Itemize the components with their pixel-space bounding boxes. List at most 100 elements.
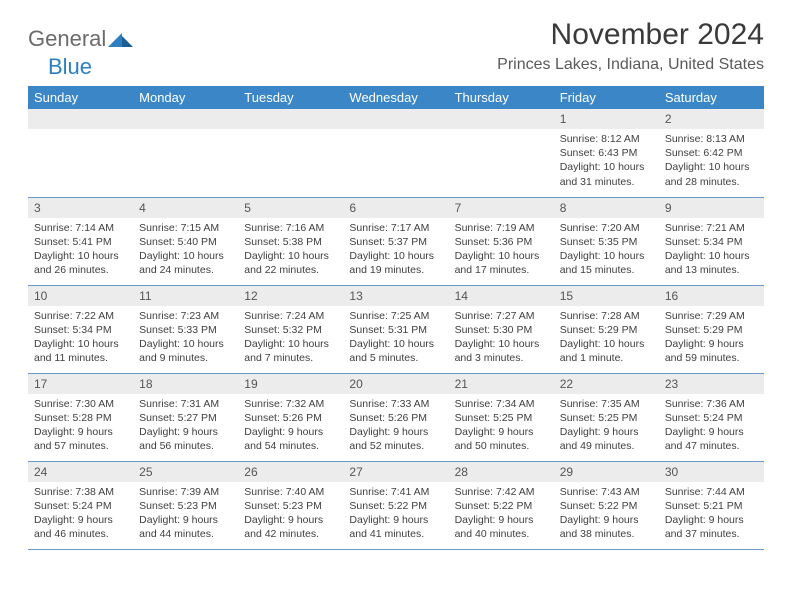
day-number: 11 xyxy=(133,286,238,306)
day-details: Sunrise: 7:14 AMSunset: 5:41 PMDaylight:… xyxy=(28,218,133,282)
day-details: Sunrise: 7:36 AMSunset: 5:24 PMDaylight:… xyxy=(659,394,764,458)
day-number: 30 xyxy=(659,462,764,482)
day-number: 27 xyxy=(343,462,448,482)
day-number: 3 xyxy=(28,198,133,218)
calendar-empty-cell xyxy=(449,109,554,197)
day-details: Sunrise: 7:27 AMSunset: 5:30 PMDaylight:… xyxy=(449,306,554,370)
calendar-week-row: 1Sunrise: 8:12 AMSunset: 6:43 PMDaylight… xyxy=(28,109,764,197)
calendar-day-cell: 17Sunrise: 7:30 AMSunset: 5:28 PMDayligh… xyxy=(28,373,133,461)
calendar-day-cell: 7Sunrise: 7:19 AMSunset: 5:36 PMDaylight… xyxy=(449,197,554,285)
weekday-header: Monday xyxy=(133,86,238,109)
day-details: Sunrise: 7:41 AMSunset: 5:22 PMDaylight:… xyxy=(343,482,448,546)
day-number: 14 xyxy=(449,286,554,306)
calendar-week-row: 17Sunrise: 7:30 AMSunset: 5:28 PMDayligh… xyxy=(28,373,764,461)
day-number: 1 xyxy=(554,109,659,129)
day-number: 28 xyxy=(449,462,554,482)
day-number: 9 xyxy=(659,198,764,218)
day-number: 20 xyxy=(343,374,448,394)
calendar-empty-cell xyxy=(28,109,133,197)
calendar-day-cell: 10Sunrise: 7:22 AMSunset: 5:34 PMDayligh… xyxy=(28,285,133,373)
day-number: 26 xyxy=(238,462,343,482)
calendar-day-cell: 2Sunrise: 8:13 AMSunset: 6:42 PMDaylight… xyxy=(659,109,764,197)
day-number: 24 xyxy=(28,462,133,482)
day-number: 6 xyxy=(343,198,448,218)
calendar-day-cell: 28Sunrise: 7:42 AMSunset: 5:22 PMDayligh… xyxy=(449,461,554,549)
calendar-week-row: 3Sunrise: 7:14 AMSunset: 5:41 PMDaylight… xyxy=(28,197,764,285)
day-details: Sunrise: 7:19 AMSunset: 5:36 PMDaylight:… xyxy=(449,218,554,282)
calendar-day-cell: 6Sunrise: 7:17 AMSunset: 5:37 PMDaylight… xyxy=(343,197,448,285)
day-number: 12 xyxy=(238,286,343,306)
day-details: Sunrise: 7:17 AMSunset: 5:37 PMDaylight:… xyxy=(343,218,448,282)
day-details xyxy=(343,129,448,136)
calendar-day-cell: 21Sunrise: 7:34 AMSunset: 5:25 PMDayligh… xyxy=(449,373,554,461)
calendar-week-row: 24Sunrise: 7:38 AMSunset: 5:24 PMDayligh… xyxy=(28,461,764,549)
weekday-header: Sunday xyxy=(28,86,133,109)
calendar-body: 1Sunrise: 8:12 AMSunset: 6:43 PMDaylight… xyxy=(28,109,764,549)
day-number: 21 xyxy=(449,374,554,394)
day-details: Sunrise: 7:16 AMSunset: 5:38 PMDaylight:… xyxy=(238,218,343,282)
day-details: Sunrise: 7:34 AMSunset: 5:25 PMDaylight:… xyxy=(449,394,554,458)
month-title: November 2024 xyxy=(497,18,764,52)
day-details: Sunrise: 7:25 AMSunset: 5:31 PMDaylight:… xyxy=(343,306,448,370)
day-details: Sunrise: 7:32 AMSunset: 5:26 PMDaylight:… xyxy=(238,394,343,458)
calendar-day-cell: 29Sunrise: 7:43 AMSunset: 5:22 PMDayligh… xyxy=(554,461,659,549)
day-details: Sunrise: 7:24 AMSunset: 5:32 PMDaylight:… xyxy=(238,306,343,370)
day-details: Sunrise: 7:31 AMSunset: 5:27 PMDaylight:… xyxy=(133,394,238,458)
day-details: Sunrise: 7:30 AMSunset: 5:28 PMDaylight:… xyxy=(28,394,133,458)
day-number: 22 xyxy=(554,374,659,394)
weekday-header-row: SundayMondayTuesdayWednesdayThursdayFrid… xyxy=(28,86,764,109)
calendar-day-cell: 18Sunrise: 7:31 AMSunset: 5:27 PMDayligh… xyxy=(133,373,238,461)
day-number: 18 xyxy=(133,374,238,394)
calendar-day-cell: 23Sunrise: 7:36 AMSunset: 5:24 PMDayligh… xyxy=(659,373,764,461)
calendar-day-cell: 13Sunrise: 7:25 AMSunset: 5:31 PMDayligh… xyxy=(343,285,448,373)
calendar-day-cell: 1Sunrise: 8:12 AMSunset: 6:43 PMDaylight… xyxy=(554,109,659,197)
day-number: 7 xyxy=(449,198,554,218)
calendar-day-cell: 27Sunrise: 7:41 AMSunset: 5:22 PMDayligh… xyxy=(343,461,448,549)
day-number: 10 xyxy=(28,286,133,306)
day-details: Sunrise: 7:33 AMSunset: 5:26 PMDaylight:… xyxy=(343,394,448,458)
day-number xyxy=(343,109,448,129)
weekday-header: Wednesday xyxy=(343,86,448,109)
day-details xyxy=(449,129,554,136)
day-details xyxy=(238,129,343,136)
day-details: Sunrise: 7:20 AMSunset: 5:35 PMDaylight:… xyxy=(554,218,659,282)
day-details: Sunrise: 7:15 AMSunset: 5:40 PMDaylight:… xyxy=(133,218,238,282)
weekday-header: Friday xyxy=(554,86,659,109)
day-details: Sunrise: 7:22 AMSunset: 5:34 PMDaylight:… xyxy=(28,306,133,370)
day-number: 5 xyxy=(238,198,343,218)
day-number: 29 xyxy=(554,462,659,482)
calendar-day-cell: 25Sunrise: 7:39 AMSunset: 5:23 PMDayligh… xyxy=(133,461,238,549)
calendar-day-cell: 12Sunrise: 7:24 AMSunset: 5:32 PMDayligh… xyxy=(238,285,343,373)
day-number xyxy=(238,109,343,129)
day-number: 13 xyxy=(343,286,448,306)
calendar-day-cell: 14Sunrise: 7:27 AMSunset: 5:30 PMDayligh… xyxy=(449,285,554,373)
day-details: Sunrise: 7:42 AMSunset: 5:22 PMDaylight:… xyxy=(449,482,554,546)
calendar-table: SundayMondayTuesdayWednesdayThursdayFrid… xyxy=(28,86,764,550)
day-number: 17 xyxy=(28,374,133,394)
calendar-day-cell: 30Sunrise: 7:44 AMSunset: 5:21 PMDayligh… xyxy=(659,461,764,549)
calendar-day-cell: 15Sunrise: 7:28 AMSunset: 5:29 PMDayligh… xyxy=(554,285,659,373)
day-details: Sunrise: 7:39 AMSunset: 5:23 PMDaylight:… xyxy=(133,482,238,546)
day-number: 8 xyxy=(554,198,659,218)
calendar-day-cell: 22Sunrise: 7:35 AMSunset: 5:25 PMDayligh… xyxy=(554,373,659,461)
weekday-header: Tuesday xyxy=(238,86,343,109)
calendar-day-cell: 16Sunrise: 7:29 AMSunset: 5:29 PMDayligh… xyxy=(659,285,764,373)
calendar-day-cell: 8Sunrise: 7:20 AMSunset: 5:35 PMDaylight… xyxy=(554,197,659,285)
day-details: Sunrise: 8:12 AMSunset: 6:43 PMDaylight:… xyxy=(554,129,659,193)
calendar-day-cell: 11Sunrise: 7:23 AMSunset: 5:33 PMDayligh… xyxy=(133,285,238,373)
calendar-day-cell: 24Sunrise: 7:38 AMSunset: 5:24 PMDayligh… xyxy=(28,461,133,549)
title-block: November 2024 Princes Lakes, Indiana, Un… xyxy=(497,18,764,74)
day-details: Sunrise: 7:21 AMSunset: 5:34 PMDaylight:… xyxy=(659,218,764,282)
calendar-week-row: 10Sunrise: 7:22 AMSunset: 5:34 PMDayligh… xyxy=(28,285,764,373)
day-number xyxy=(449,109,554,129)
calendar-day-cell: 5Sunrise: 7:16 AMSunset: 5:38 PMDaylight… xyxy=(238,197,343,285)
day-details xyxy=(28,129,133,136)
logo-text-gray: General xyxy=(28,26,106,52)
logo-text-blue: Blue xyxy=(48,54,92,80)
day-details: Sunrise: 7:43 AMSunset: 5:22 PMDaylight:… xyxy=(554,482,659,546)
day-details: Sunrise: 7:44 AMSunset: 5:21 PMDaylight:… xyxy=(659,482,764,546)
calendar-day-cell: 26Sunrise: 7:40 AMSunset: 5:23 PMDayligh… xyxy=(238,461,343,549)
day-number: 19 xyxy=(238,374,343,394)
day-number: 23 xyxy=(659,374,764,394)
calendar-day-cell: 9Sunrise: 7:21 AMSunset: 5:34 PMDaylight… xyxy=(659,197,764,285)
